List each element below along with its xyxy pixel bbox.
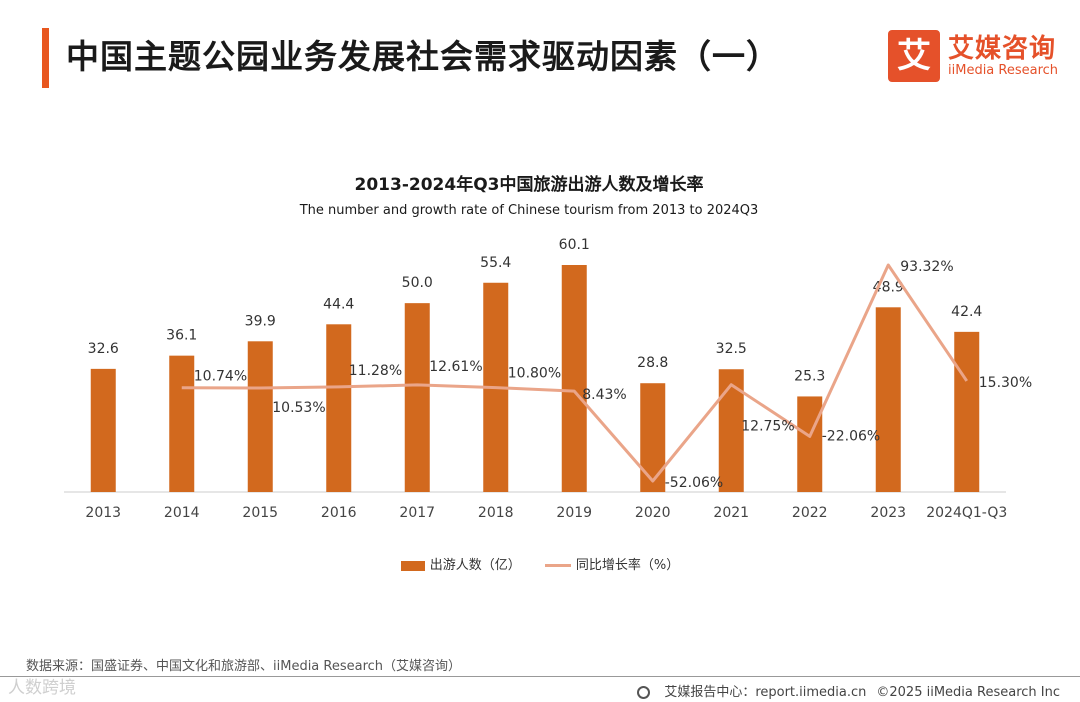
growth-label-2019: 8.43% (582, 387, 626, 403)
x-tick-label-2022: 2022 (792, 505, 828, 521)
growth-label-2023: 93.32% (900, 259, 953, 275)
legend-item-visitors: 出游人数（亿） (400, 554, 521, 573)
report-center-icon (637, 686, 651, 699)
legend-item-growth: 同比增长率（%） (544, 554, 680, 573)
iimedia-logo: 艾 艾媒咨询 iiMedia Research (888, 30, 1068, 82)
bar-2017 (404, 303, 430, 492)
growth-label-2021: 12.75% (741, 419, 794, 435)
bar-2024Q1-Q3 (954, 331, 980, 492)
growth-label-2017: 12.61% (429, 359, 482, 375)
legend-line-swatch (544, 564, 571, 567)
bar-2013 (90, 368, 116, 492)
bar-2022 (797, 396, 823, 492)
bar-label-2018: 55.4 (480, 255, 511, 271)
logo-mark: 艾 (888, 30, 940, 82)
bar-label-2014: 36.1 (166, 328, 197, 344)
bar-label-2021: 32.5 (716, 341, 747, 357)
title-accent-bar (42, 28, 49, 88)
bar-label-2019: 60.1 (559, 237, 590, 253)
logo-cn-text: 艾媒咨询 (948, 34, 1057, 64)
bar-2019 (561, 265, 587, 492)
logo-en-text: iiMedia Research (948, 63, 1059, 78)
bar-label-2013: 32.6 (88, 341, 119, 357)
x-tick-label-2024Q1-Q3: 2024Q1-Q3 (926, 505, 1007, 521)
growth-label-2018: 10.80% (508, 366, 561, 382)
x-tick-label-2019: 2019 (556, 505, 592, 521)
bar-2016 (326, 324, 352, 492)
bar-2020 (640, 383, 666, 492)
watermark: 人数跨境 (8, 678, 76, 698)
growth-label-2020: -52.06% (665, 475, 723, 491)
x-tick-label-2015: 2015 (242, 505, 278, 521)
bar-label-2022: 25.3 (794, 368, 825, 384)
chart-legend: 出游人数（亿） 同比增长率（%） (0, 554, 1080, 573)
legend-label-growth: 同比增长率（%） (575, 558, 680, 573)
growth-label-2022: -22.06% (822, 428, 880, 444)
footer-divider (0, 676, 1080, 677)
x-tick-label-2018: 2018 (478, 505, 514, 521)
bar-label-2020: 28.8 (637, 355, 668, 371)
bar-label-2024Q1-Q3: 42.4 (951, 304, 982, 320)
bar-label-2017: 50.0 (402, 275, 433, 291)
copyright: ©2025 iiMedia Research Inc (876, 685, 1060, 700)
bar-2023 (875, 307, 901, 492)
growth-label-2024Q1-Q3: 15.30% (979, 375, 1032, 391)
growth-label-2016: 11.28% (349, 363, 402, 379)
growth-rate-line (181, 263, 968, 483)
footer-info: 艾媒报告中心：report.iimedia.cn ©2025 iiMedia Re… (627, 681, 1060, 700)
growth-label-2015: 10.53% (272, 400, 325, 416)
x-tick-label-2016: 2016 (321, 505, 357, 521)
chart-title: 2013-2024年Q3中国旅游出游人数及增长率 (354, 175, 704, 195)
bar-label-2015: 39.9 (245, 313, 276, 329)
x-tick-label-2017: 2017 (399, 505, 435, 521)
bar-label-2016: 44.4 (323, 296, 354, 312)
data-source: 数据来源：国盛证券、中国文化和旅游部、iiMedia Research（艾媒咨询… (26, 659, 462, 674)
page-title: 中国主题公园业务发展社会需求驱动因素（一） (66, 37, 780, 76)
legend-bar-swatch (400, 560, 425, 571)
x-tick-label-2020: 2020 (635, 505, 671, 521)
x-tick-label-2013: 2013 (85, 505, 121, 521)
x-tick-label-2021: 2021 (713, 505, 749, 521)
growth-label-2014: 10.74% (194, 369, 247, 385)
chart-subtitle: The number and growth rate of Chinese to… (299, 203, 759, 218)
bar-2014 (169, 355, 195, 492)
x-tick-label-2023: 2023 (870, 505, 906, 521)
report-center-link[interactable]: 艾媒报告中心：report.iimedia.cn (664, 685, 867, 700)
bar-2021 (718, 369, 744, 492)
legend-label-visitors: 出游人数（亿） (429, 558, 521, 573)
x-tick-label-2014: 2014 (164, 505, 200, 521)
bar-2015 (247, 341, 273, 492)
